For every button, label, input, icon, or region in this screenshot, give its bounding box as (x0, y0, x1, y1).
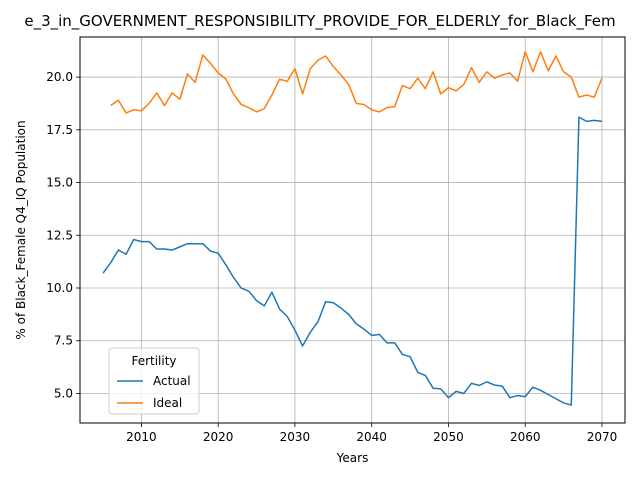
y-tick-label: 17.5 (46, 123, 73, 137)
y-tick-label: 7.5 (54, 334, 73, 348)
plot-frame (79, 36, 626, 424)
x-tick-label: 2020 (203, 430, 234, 444)
axis-ticks: 2010 2020 2030 2040 2050 2060 2070 5.0 7.5 10.0 12… (46, 70, 617, 444)
y-tick-label: 10.0 (46, 281, 73, 295)
x-tick-label: 2070 (587, 430, 618, 444)
legend-label-actual: Actual (153, 374, 191, 388)
x-tick-label: 2030 (280, 430, 311, 444)
series-line-actual (102, 116, 603, 406)
legend-label-ideal: Ideal (153, 396, 182, 410)
y-axis-label: % of Black_Female Q4_IQ Population (14, 120, 28, 339)
legend: Fertility Actual Ideal (108, 347, 200, 415)
x-axis-label: Years (336, 451, 369, 465)
y-tick-label: 20.0 (46, 70, 73, 84)
series-lines (102, 51, 603, 406)
x-tick-label: 2050 (433, 430, 464, 444)
legend-title: Fertility (131, 354, 176, 368)
x-tick-label: 2010 (126, 430, 157, 444)
grid (80, 37, 625, 423)
chart-title: e_3_in_GOVERNMENT_RESPONSIBILITY_PROVIDE… (24, 12, 615, 31)
legend-items: Actual Ideal (117, 374, 191, 410)
y-tick-label: 15.0 (46, 176, 73, 190)
legend-box (108, 347, 200, 415)
x-tick-label: 2040 (356, 430, 387, 444)
y-tick-label: 12.5 (46, 228, 73, 242)
series-line-ideal (110, 51, 603, 114)
x-tick-label: 2060 (510, 430, 541, 444)
y-tick-label: 5.0 (54, 386, 73, 400)
